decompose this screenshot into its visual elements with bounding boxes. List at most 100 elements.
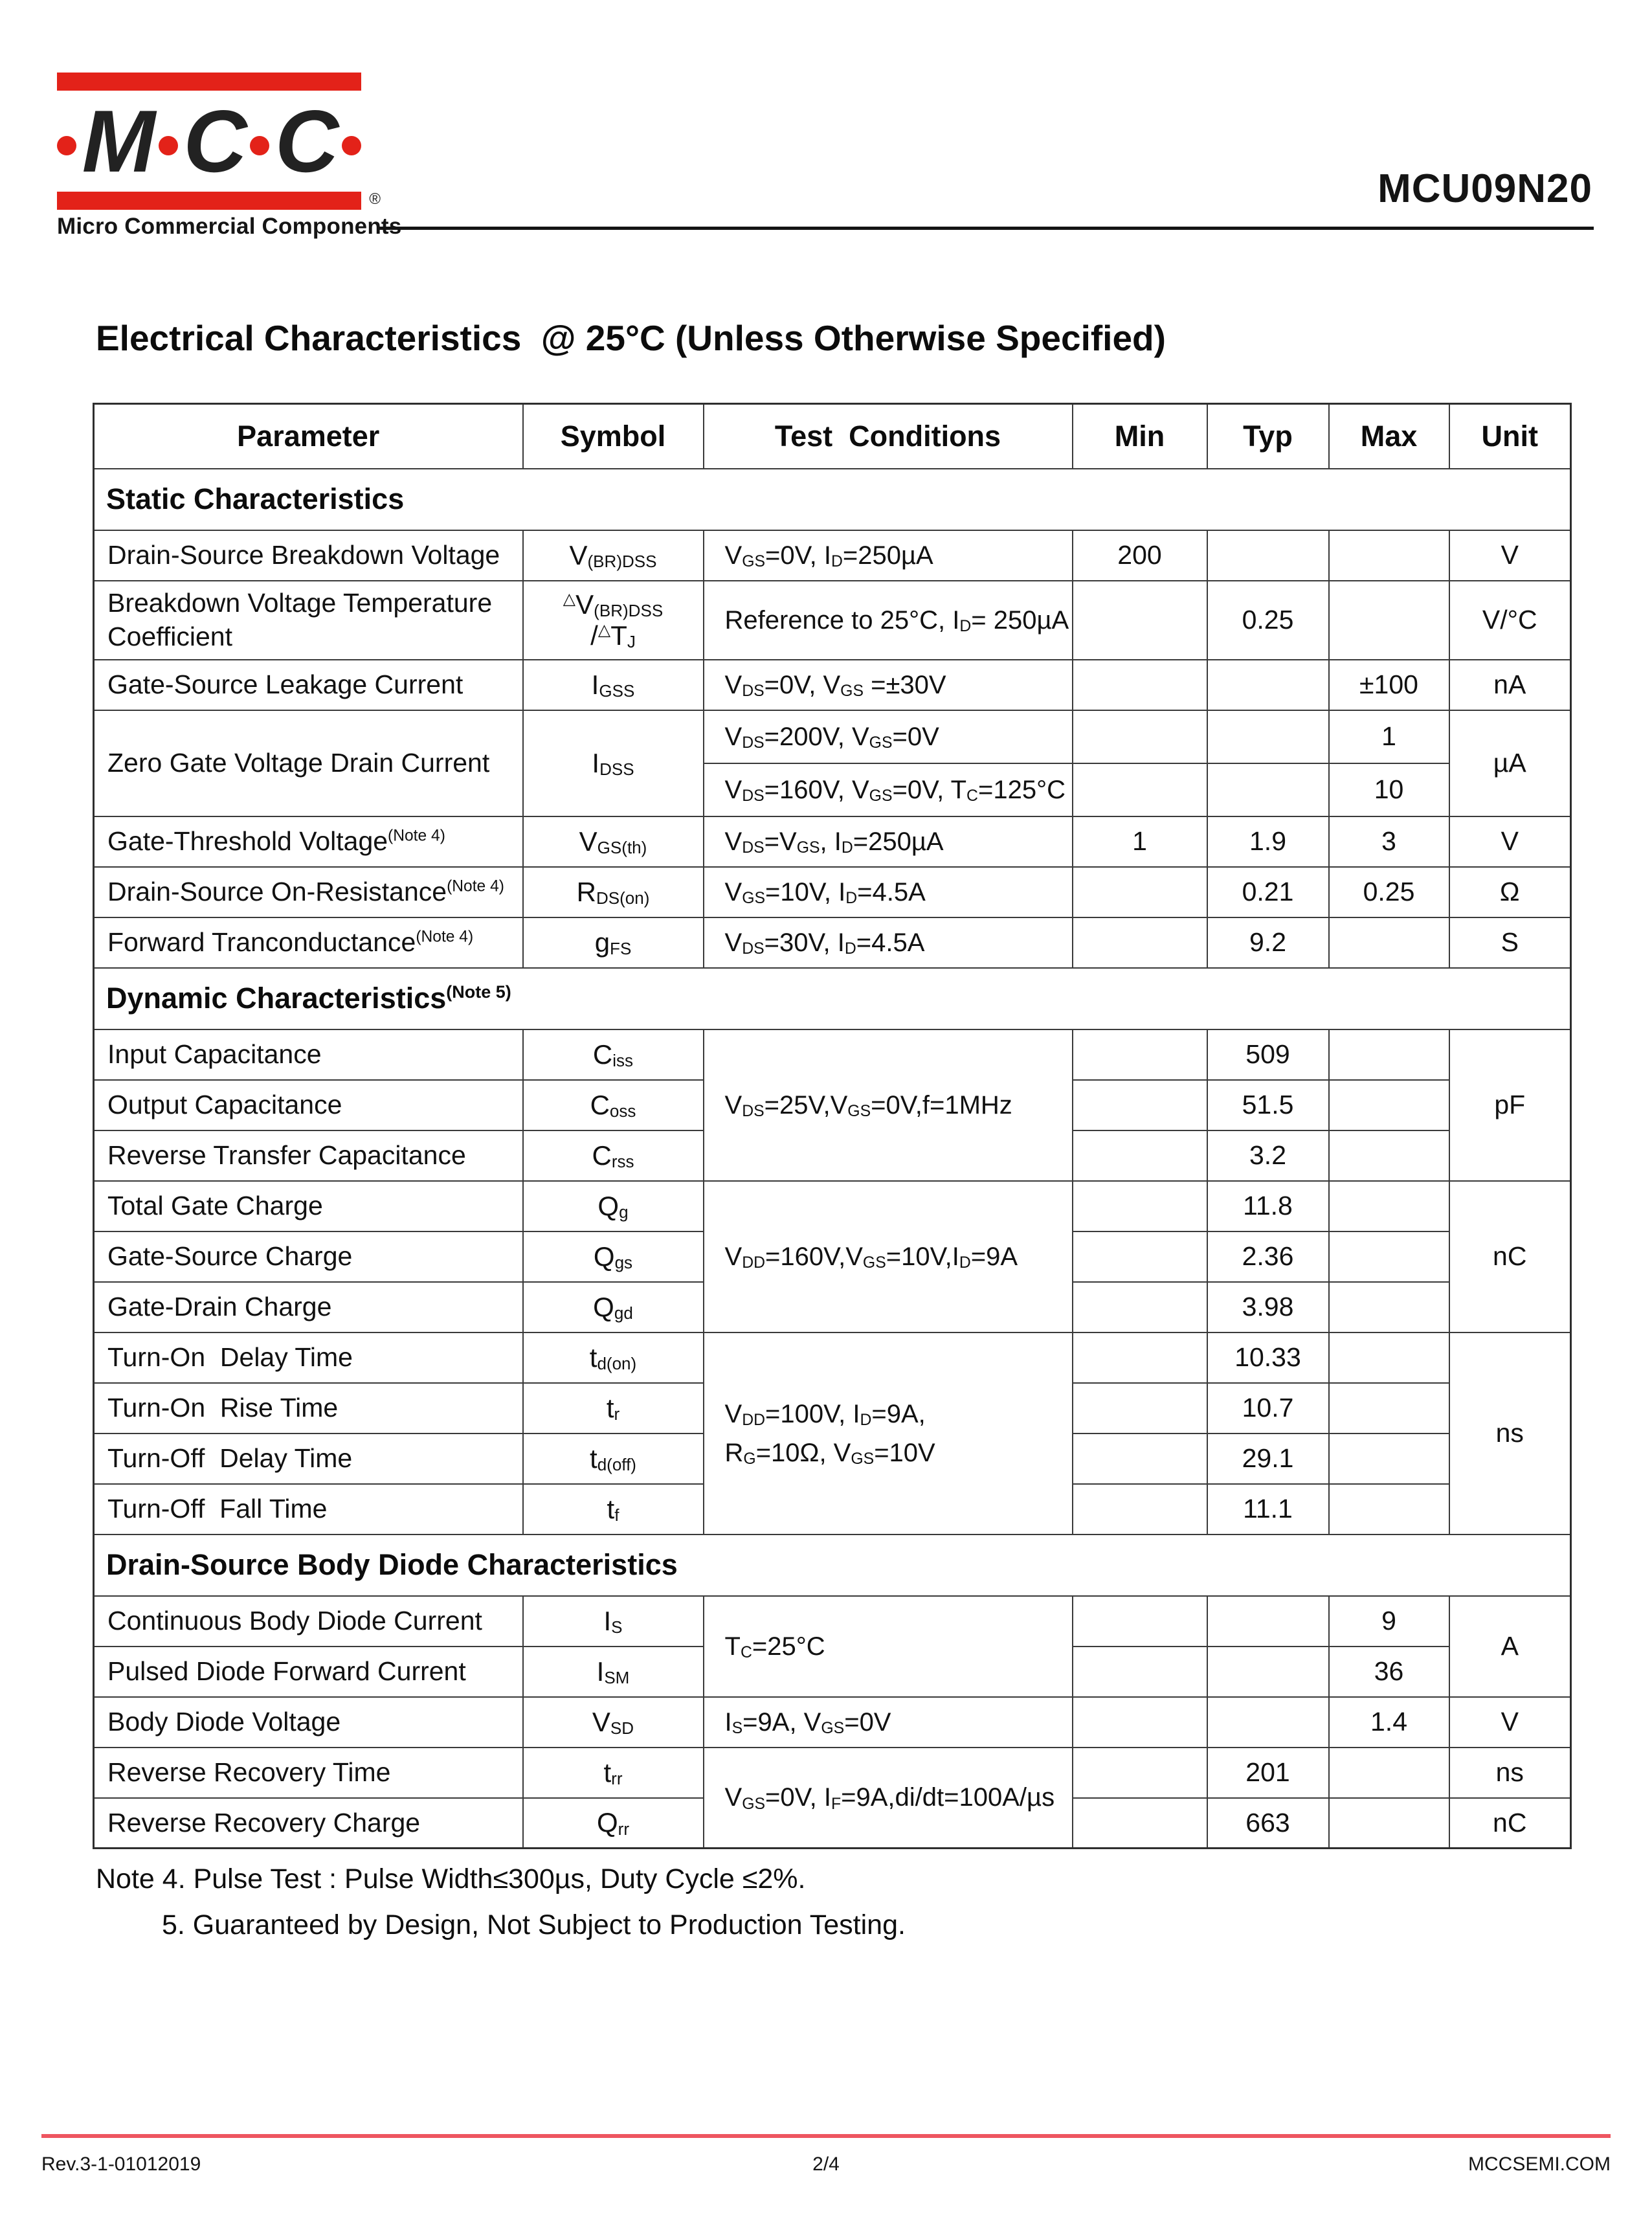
cell-unit: ns (1448, 1746, 1572, 1799)
registered-trademark-icon: ® (369, 190, 381, 208)
cell-sym: trr (522, 1746, 704, 1799)
cell-param: Gate-Drain Charge (93, 1281, 524, 1333)
cell-sym: IS (522, 1595, 704, 1647)
logo-letter: C (183, 92, 247, 190)
cell-param: Turn-Off Delay Time (93, 1432, 524, 1485)
cell-test: VDS=25V,VGS=0V,f=1MHz (702, 1028, 1073, 1182)
cell-unit: V/°C (1448, 579, 1572, 660)
cell-param: Gate-Source Charge (93, 1230, 524, 1283)
cell-param: Reverse Transfer Capacitance (93, 1129, 524, 1182)
cell-param: Total Gate Charge (93, 1180, 524, 1232)
cell-sym: tf (522, 1483, 704, 1535)
cell-param: Pulsed Diode Forward Current (93, 1645, 524, 1698)
cell-num (1328, 529, 1450, 581)
cell-param: Turn-On Delay Time (93, 1331, 524, 1384)
table-row: Drain-Source On-Resistance(Note 4) RDS(on… (93, 866, 1572, 918)
cell-num: 509 (1206, 1028, 1330, 1081)
header-divider (379, 227, 1594, 230)
logo-top-bar (57, 73, 361, 91)
cell-num: 2.36 (1206, 1230, 1330, 1283)
cell-param: Drain-Source On-Resistance(Note 4) (93, 866, 524, 918)
note-line: 5. Guaranteed by Design, Not Subject to … (162, 1909, 906, 1940)
cell-test: VDS=VGS, ID=250µA (702, 815, 1073, 868)
cell-param: Body Diode Voltage (93, 1696, 524, 1748)
cell-param: Gate-Threshold Voltage(Note 4) (93, 815, 524, 868)
cell-test: Reference to 25°C, ID= 250µA (702, 579, 1073, 660)
cell-num (1206, 1595, 1330, 1647)
cell-num (1071, 709, 1208, 764)
table-body: Static Characteristics Drain-Source Break… (93, 467, 1572, 1849)
cell-unit: nA (1448, 658, 1572, 711)
cell-num (1328, 1281, 1450, 1333)
logo-dot-icon (57, 136, 76, 155)
cell-num (1071, 866, 1208, 918)
cell-num (1071, 1382, 1208, 1434)
cell-unit: nC (1448, 1797, 1572, 1849)
cell-num (1071, 658, 1208, 711)
cell-param: Forward Tranconductance(Note 4) (93, 916, 524, 969)
cell-test: VDS=160V, VGS=0V, TC=125°C (702, 762, 1073, 817)
cell-num (1071, 1746, 1208, 1799)
footer-revision: Rev.3-1-01012019 (41, 2153, 201, 2175)
cell-num (1328, 579, 1450, 660)
logo-dot-icon (341, 136, 361, 155)
cell-unit: µA (1448, 709, 1572, 817)
cell-num: 1 (1328, 709, 1450, 764)
cell-num: 11.8 (1206, 1180, 1330, 1232)
cell-num: 0.21 (1206, 866, 1330, 918)
cell-param: Continuous Body Diode Current (93, 1595, 524, 1647)
cell-sym: td(on) (522, 1331, 704, 1384)
cell-num (1071, 1281, 1208, 1333)
table-row: Zero Gate Voltage Drain Current IDSS VDS=2… (93, 709, 1572, 817)
cell-num (1328, 1230, 1450, 1283)
cell-num (1071, 579, 1208, 660)
cell-num (1071, 1797, 1208, 1849)
cell-num (1328, 1079, 1450, 1131)
table-row: Pulsed Diode Forward Current ISM 36 (93, 1645, 1571, 1698)
cell-num (1206, 658, 1330, 711)
cell-param: Turn-On Rise Time (93, 1382, 524, 1434)
cell-num: 1.9 (1206, 815, 1330, 868)
cell-param: Breakdown Voltage Temperature Coefficient (93, 579, 524, 660)
cell-test: VGS=0V, IF=9A,di/dt=100A/µs (702, 1746, 1073, 1849)
footer-website: MCCSEMI.COM (1468, 2153, 1611, 2175)
logo-dot-icon (158, 136, 178, 155)
logo-letter: M (82, 92, 155, 190)
logo-bottom-bar (57, 192, 361, 210)
cell-num: 1.4 (1328, 1696, 1450, 1748)
cell-unit: V (1448, 1696, 1572, 1748)
cell-num (1206, 762, 1330, 817)
cell-num (1071, 762, 1208, 817)
cell-test: TC=25°C (702, 1595, 1073, 1698)
cell-sym: IGSS (522, 658, 704, 711)
table-row: Breakdown Voltage Temperature Coefficient… (93, 579, 1572, 660)
footer-divider (41, 2134, 1611, 2138)
column-header-3: Min (1071, 403, 1208, 469)
cell-param: Drain-Source Breakdown Voltage (93, 529, 524, 581)
cell-num (1206, 1645, 1330, 1698)
cell-sym: VGS(th) (522, 815, 704, 868)
cell-num: 201 (1206, 1746, 1330, 1799)
table-row: Drain-Source Breakdown Voltage V(BR)DSS VG… (93, 529, 1572, 581)
section-row: Dynamic Characteristics(Note 5) (93, 967, 1572, 1030)
cell-num (1071, 1028, 1208, 1081)
cell-num: 200 (1071, 529, 1208, 581)
cell-num (1328, 1797, 1450, 1849)
table-row: Turn-Off Fall Time tf 11.1 (93, 1483, 1571, 1535)
table-row: Gate-Threshold Voltage(Note 4) VGS(th) VDS… (93, 815, 1572, 868)
cell-num: 51.5 (1206, 1079, 1330, 1131)
cell-section: Dynamic Characteristics(Note 5) (93, 967, 1572, 1030)
cell-unit: V (1448, 529, 1572, 581)
cell-param: Input Capacitance (93, 1028, 524, 1081)
cell-num: 29.1 (1206, 1432, 1330, 1485)
cell-num (1071, 1595, 1208, 1647)
column-header-1: Symbol (522, 403, 704, 469)
cell-num (1328, 1483, 1450, 1535)
cell-sym: IDSS (522, 709, 704, 817)
cell-unit: ns (1448, 1331, 1572, 1535)
cell-num: 0.25 (1206, 579, 1330, 660)
cell-param: Reverse Recovery Charge (93, 1797, 524, 1849)
cell-num (1071, 1483, 1208, 1535)
column-header-5: Max (1328, 403, 1450, 469)
table-row: Body Diode Voltage VSD IS=9A, VGS=0V 1.4 V (93, 1696, 1572, 1748)
